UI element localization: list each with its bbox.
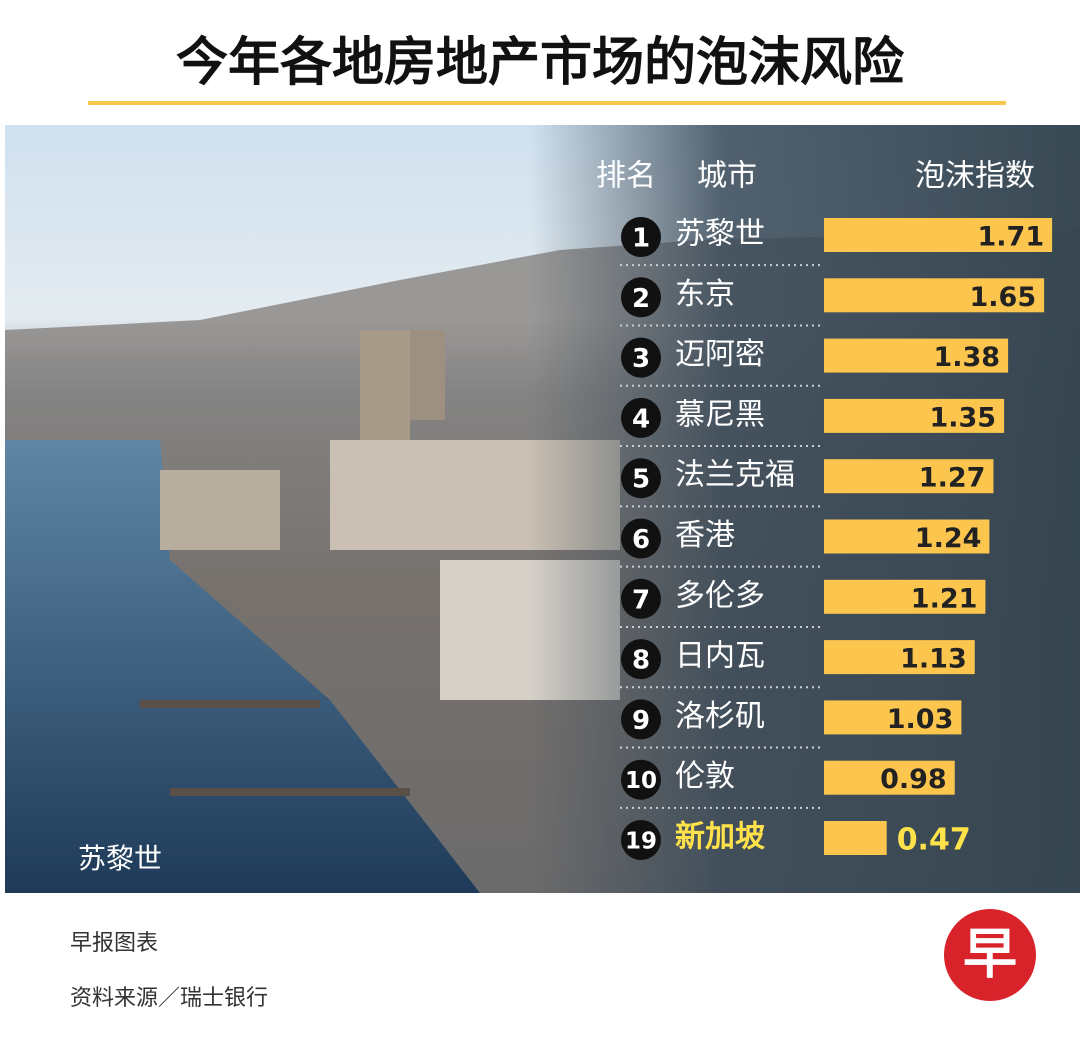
city: 迈阿密 [675,337,765,372]
city: 伦敦 [675,759,735,794]
rank-badge [621,699,661,740]
rank-badge [621,820,661,860]
rank: 6 [632,525,650,555]
value-label: 1.24 [915,523,982,554]
city: 日内瓦 [675,639,765,674]
rank: 5 [632,465,650,495]
value-label: 1.13 [900,644,967,675]
value-label: 1.71 [977,222,1044,253]
value-label: 1.65 [969,282,1036,313]
value-label: 1.35 [929,402,996,433]
bar [824,218,1053,252]
city: 新加坡 [675,820,765,855]
rank-badge [621,337,661,378]
bar [824,821,887,855]
rank-badge [621,578,661,619]
rank: 2 [632,284,650,314]
photo-caption: 苏黎世 [78,842,162,875]
bar [824,700,962,735]
rank-badge [621,217,661,257]
city: 东京 [675,277,735,312]
rank-badge [621,639,661,680]
rank: 4 [632,404,650,434]
bar [824,640,975,675]
rank: 8 [632,646,650,676]
city: 苏黎世 [675,217,765,252]
bar [824,579,986,614]
rank-badge [621,759,661,800]
bar [824,519,990,554]
bar [824,398,1005,433]
bar [824,760,955,795]
bar [824,278,1045,313]
header: 城市 [697,159,757,194]
photo [5,125,1080,893]
bar [824,459,994,494]
logo [944,909,1036,1001]
rank: 19 [625,829,657,855]
value-label: 1.03 [887,704,954,735]
value-label: 0.98 [880,764,947,795]
city: 多伦多 [675,578,765,613]
rank: 3 [632,344,650,374]
footer-credit: 早报图表 [70,931,158,956]
value-label: 0.47 [897,823,971,858]
rank: 9 [632,706,650,736]
value-label: 1.38 [933,342,1000,373]
title: 今年各地房地产市场的泡沫风险 [176,33,905,93]
rank: 10 [625,768,657,794]
rank-badge [621,277,661,318]
rank-badge [621,518,661,559]
city: 慕尼黑 [675,397,765,432]
header: 泡沫指数 [915,159,1035,194]
city: 法兰克福 [675,458,795,493]
rank-badge [621,458,661,499]
value-label: 1.27 [919,463,986,494]
header: 排名 [596,159,656,194]
rank: 1 [632,224,650,254]
bar [824,338,1009,373]
title-underline [88,101,1006,105]
rank: 7 [632,585,650,615]
value-label: 1.21 [911,583,978,614]
city: 香港 [675,518,735,553]
footer-source: 资料来源／瑞士银行 [70,986,268,1011]
rank-badge [621,397,661,438]
logo-text: 早 [963,923,1017,986]
city: 洛杉矶 [675,699,765,734]
